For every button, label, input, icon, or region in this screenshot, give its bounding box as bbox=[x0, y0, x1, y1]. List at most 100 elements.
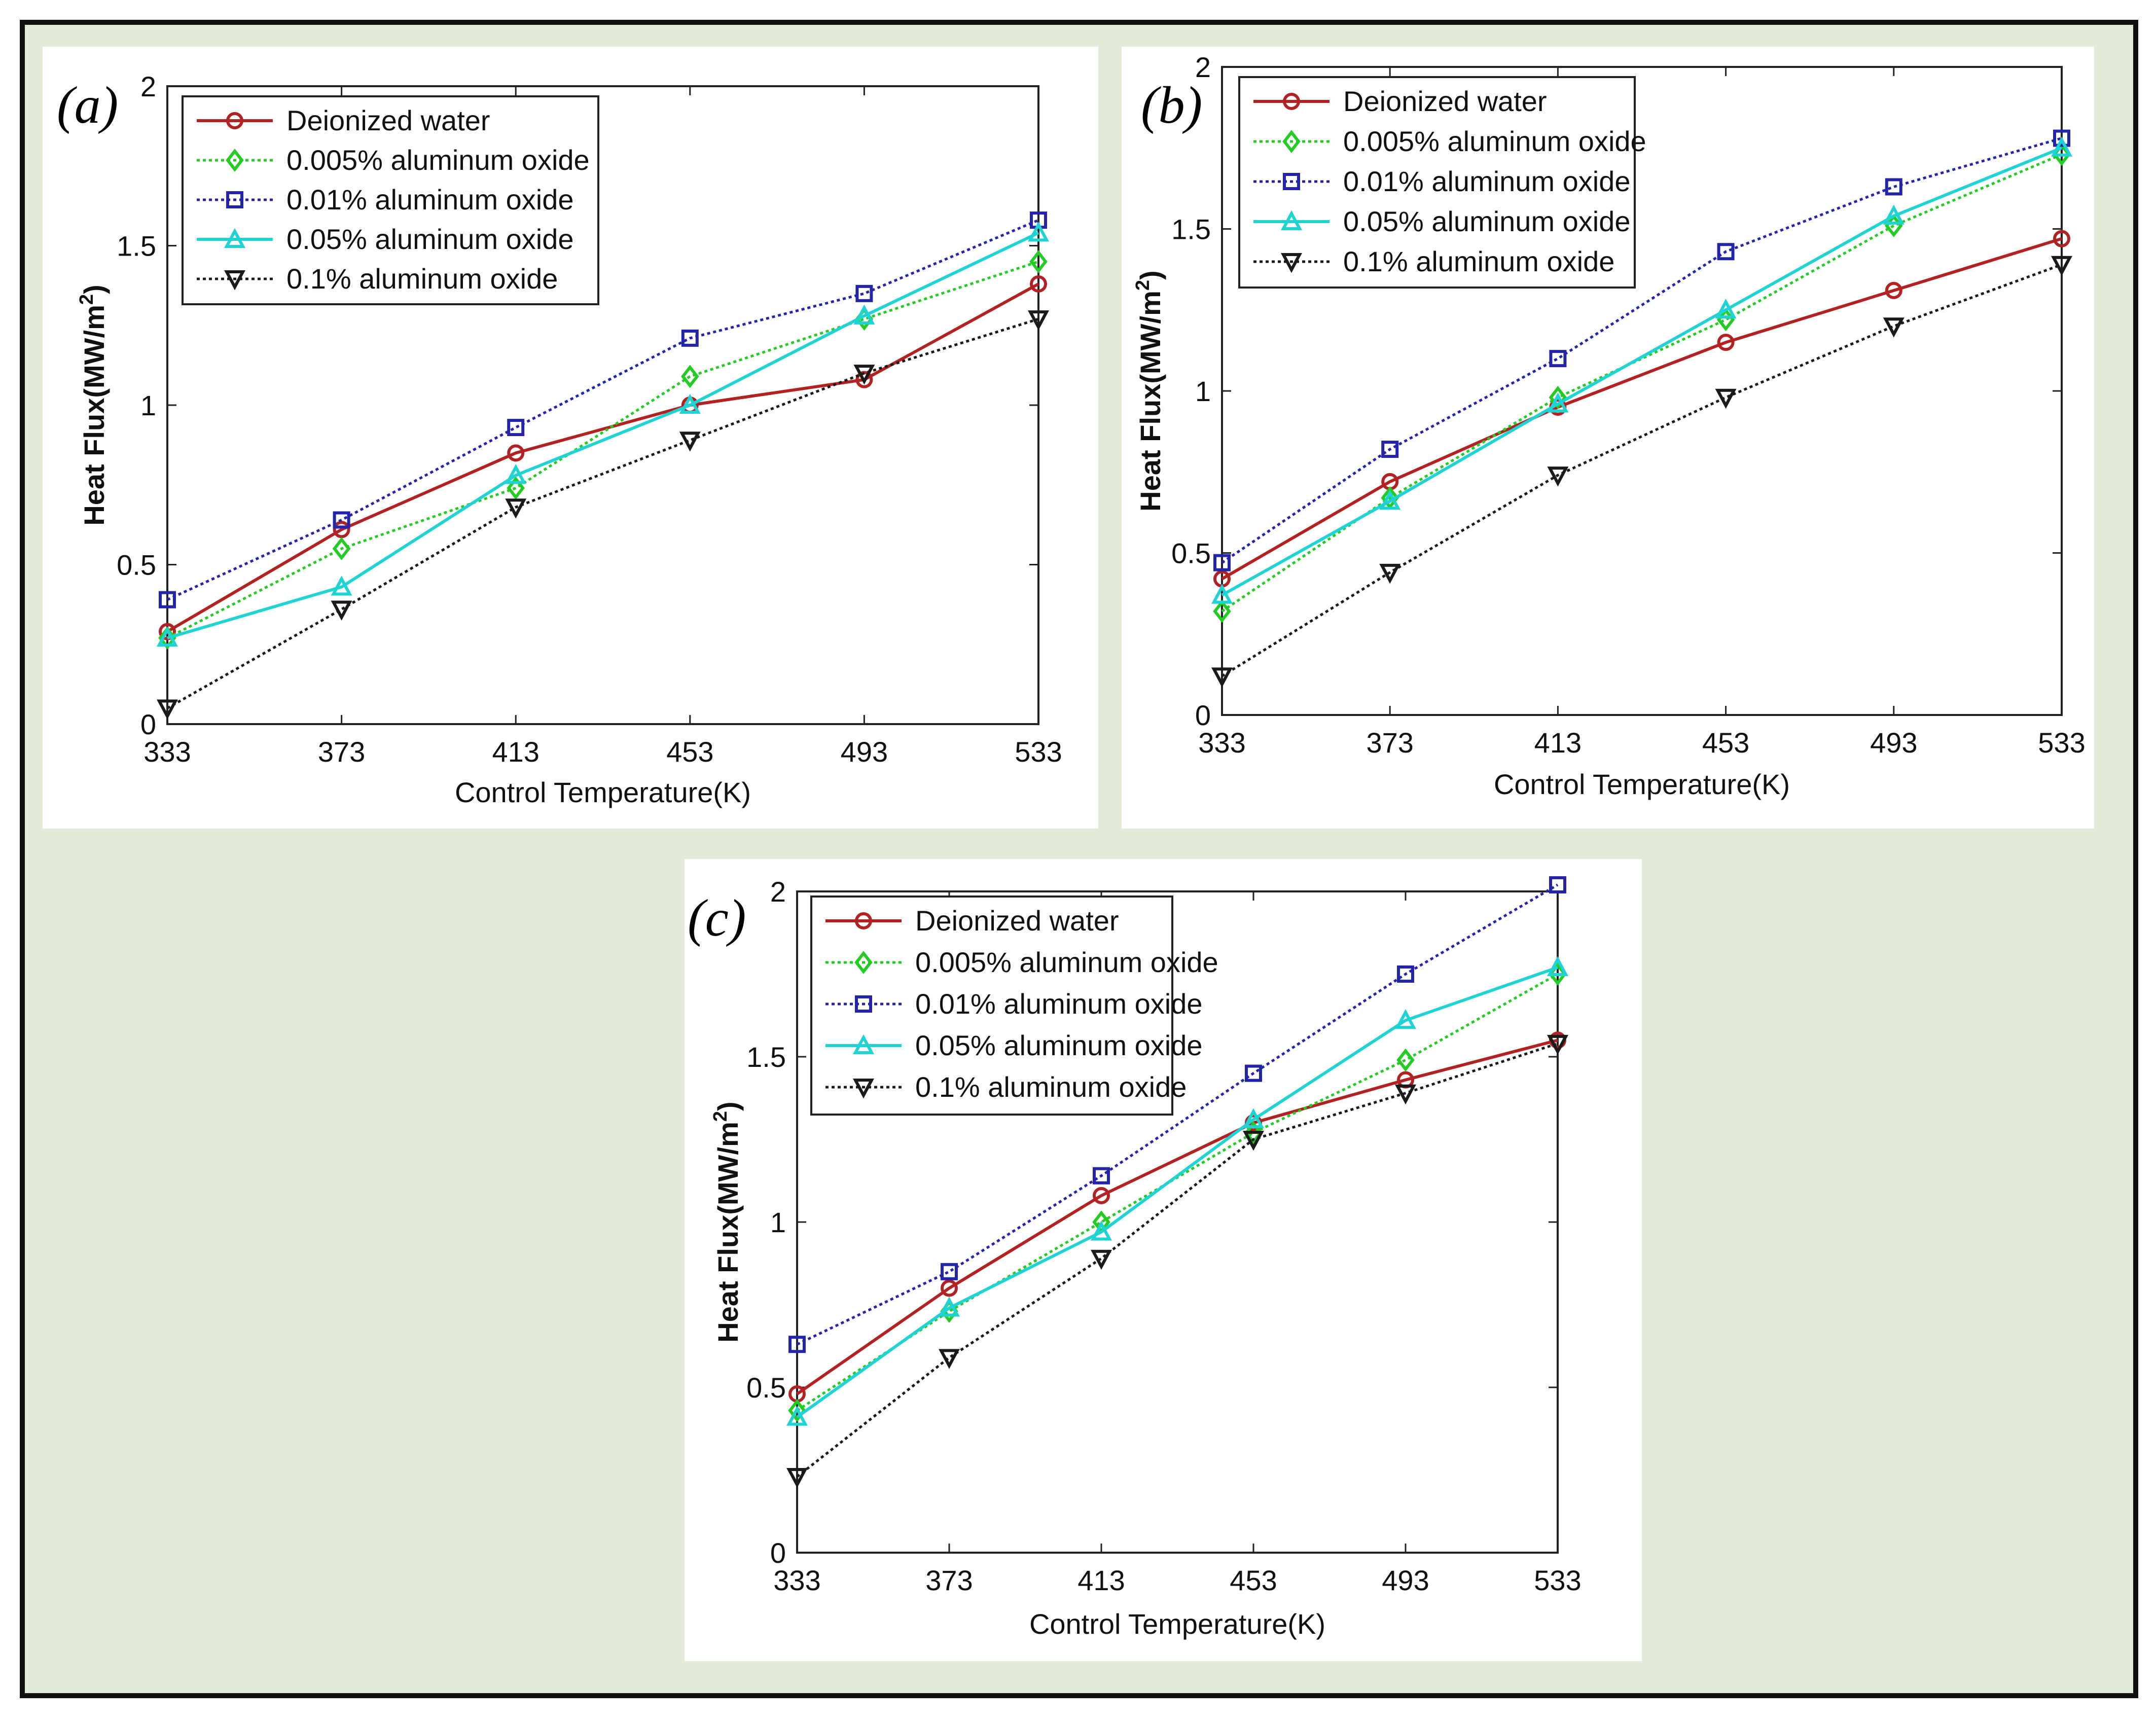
legend-marker bbox=[1283, 173, 1300, 190]
data-point bbox=[1396, 1048, 1415, 1072]
data-point bbox=[507, 476, 525, 500]
data-point bbox=[505, 498, 527, 519]
data-point bbox=[2053, 129, 2070, 147]
data-point bbox=[939, 1297, 960, 1317]
legend-marker bbox=[1283, 93, 1300, 110]
legend-marker bbox=[226, 149, 244, 172]
legend-label: Deionized water bbox=[286, 104, 490, 136]
data-point bbox=[1395, 1009, 1416, 1029]
y-axis-label: Heat Flux(MW/m2) bbox=[710, 1101, 744, 1342]
legend-label: 0.005% aluminum oxide bbox=[1343, 125, 1646, 157]
x-tick-label: 333 bbox=[773, 1564, 820, 1596]
x-tick-label: 453 bbox=[1230, 1564, 1277, 1596]
data-point bbox=[1381, 441, 1399, 458]
x-tick-label: 493 bbox=[1870, 727, 1917, 759]
data-point bbox=[1213, 599, 1231, 623]
data-point bbox=[1030, 275, 1047, 293]
data-point bbox=[1028, 310, 1049, 331]
data-point bbox=[2051, 256, 2073, 276]
data-point bbox=[1091, 1249, 1112, 1270]
data-point bbox=[1028, 221, 1049, 242]
legend-marker bbox=[224, 270, 245, 291]
legend-marker bbox=[1282, 130, 1301, 153]
chart-panel-b: (b) 333 373 413 453 493 533 0 0.5 1 1.5 2 Control T… bbox=[1122, 47, 2094, 829]
y-axis-label-superscript: 2 bbox=[710, 1111, 731, 1122]
x-tick-label: 333 bbox=[143, 736, 191, 768]
data-point bbox=[1211, 584, 1233, 604]
data-point bbox=[853, 304, 875, 325]
y-axis-label-suffix: ) bbox=[712, 1101, 744, 1111]
data-point bbox=[1093, 1167, 1110, 1185]
data-point bbox=[855, 284, 873, 302]
y-tick-label: 0 bbox=[770, 1537, 786, 1569]
legend: Deionized water 0.005% aluminum oxide 0.01… bbox=[1238, 76, 1646, 289]
y-axis-label-superscript: 2 bbox=[1132, 280, 1154, 291]
legend-marker bbox=[1281, 253, 1302, 273]
panel-b-label: (b) bbox=[1141, 76, 1202, 134]
series-0-05pct-aluminum-oxide bbox=[786, 956, 1568, 1426]
data-point bbox=[333, 511, 350, 529]
data-point bbox=[788, 1399, 806, 1422]
x-tick-label: 413 bbox=[492, 736, 539, 768]
series-line bbox=[796, 966, 1558, 1419]
x-tick-label: 493 bbox=[841, 736, 888, 768]
series-line bbox=[166, 260, 1039, 639]
data-point bbox=[939, 1349, 960, 1369]
series-line bbox=[796, 1042, 1558, 1478]
y-tick-label: 2 bbox=[770, 876, 786, 908]
data-point bbox=[1093, 1187, 1110, 1204]
series-line bbox=[1221, 137, 2062, 564]
data-point bbox=[1029, 250, 1048, 273]
y-tick-label: 1.5 bbox=[1171, 213, 1211, 245]
y-tick-label: 0 bbox=[140, 708, 156, 740]
data-point bbox=[1549, 350, 1567, 368]
series-line bbox=[166, 219, 1039, 601]
y-axis-label-text: Heat Flux(MW/m bbox=[1134, 291, 1166, 512]
y-axis-label-suffix: ) bbox=[78, 284, 110, 294]
y-tick-label: 0.5 bbox=[1171, 538, 1211, 569]
panel-b-plot: 333 373 413 453 493 533 0 0.5 1 1.5 2 Control Tempe… bbox=[1132, 51, 2086, 800]
series-0-01pct-aluminum-oxide bbox=[1213, 129, 2070, 571]
panel-a-label: (a) bbox=[57, 76, 118, 134]
y-axis-label: Heat Flux(MW/m2) bbox=[1132, 270, 1166, 511]
data-point bbox=[1549, 385, 1567, 409]
data-point bbox=[1547, 467, 1569, 487]
data-point bbox=[788, 1336, 806, 1353]
series-line bbox=[167, 231, 1039, 640]
data-point bbox=[786, 1406, 808, 1426]
series-0-05pct-aluminum-oxide bbox=[1211, 136, 2072, 604]
data-point bbox=[1547, 392, 1569, 413]
data-point bbox=[157, 699, 178, 720]
data-point bbox=[1885, 281, 1902, 299]
y-tick-label: 2 bbox=[1195, 51, 1211, 83]
data-point bbox=[853, 365, 875, 385]
data-point bbox=[1379, 489, 1401, 510]
data-point bbox=[1244, 1121, 1263, 1144]
legend-label: 0.01% aluminum oxide bbox=[286, 184, 574, 216]
data-point bbox=[332, 537, 351, 560]
legend-label: 0.01% aluminum oxide bbox=[915, 988, 1203, 1020]
x-tick-label: 453 bbox=[666, 736, 713, 768]
data-point bbox=[1243, 1108, 1264, 1128]
data-point bbox=[2053, 230, 2070, 247]
x-tick-label: 533 bbox=[1534, 1564, 1581, 1596]
data-point bbox=[1883, 204, 1905, 225]
series-0-1pct-aluminum-oxide bbox=[157, 310, 1049, 720]
data-point bbox=[2051, 136, 2072, 157]
chart-panel-c: (c) 333 373 413 453 493 533 0 0.5 1 1.5 2 Control T… bbox=[685, 859, 1642, 1661]
legend-marker bbox=[226, 191, 243, 208]
legend-label: Deionized water bbox=[1343, 85, 1547, 117]
x-axis-label: Control Temperature(K) bbox=[455, 776, 751, 808]
data-point bbox=[941, 1263, 958, 1280]
data-point bbox=[680, 365, 699, 388]
data-point bbox=[507, 419, 525, 437]
data-point bbox=[331, 576, 352, 596]
legend-label: Deionized water bbox=[915, 905, 1119, 937]
x-tick-label: 533 bbox=[1015, 736, 1062, 768]
data-point bbox=[1715, 298, 1737, 319]
y-tick-label: 1 bbox=[1195, 375, 1211, 407]
data-point bbox=[1549, 876, 1566, 893]
data-point bbox=[159, 591, 176, 608]
data-point bbox=[1379, 563, 1401, 584]
